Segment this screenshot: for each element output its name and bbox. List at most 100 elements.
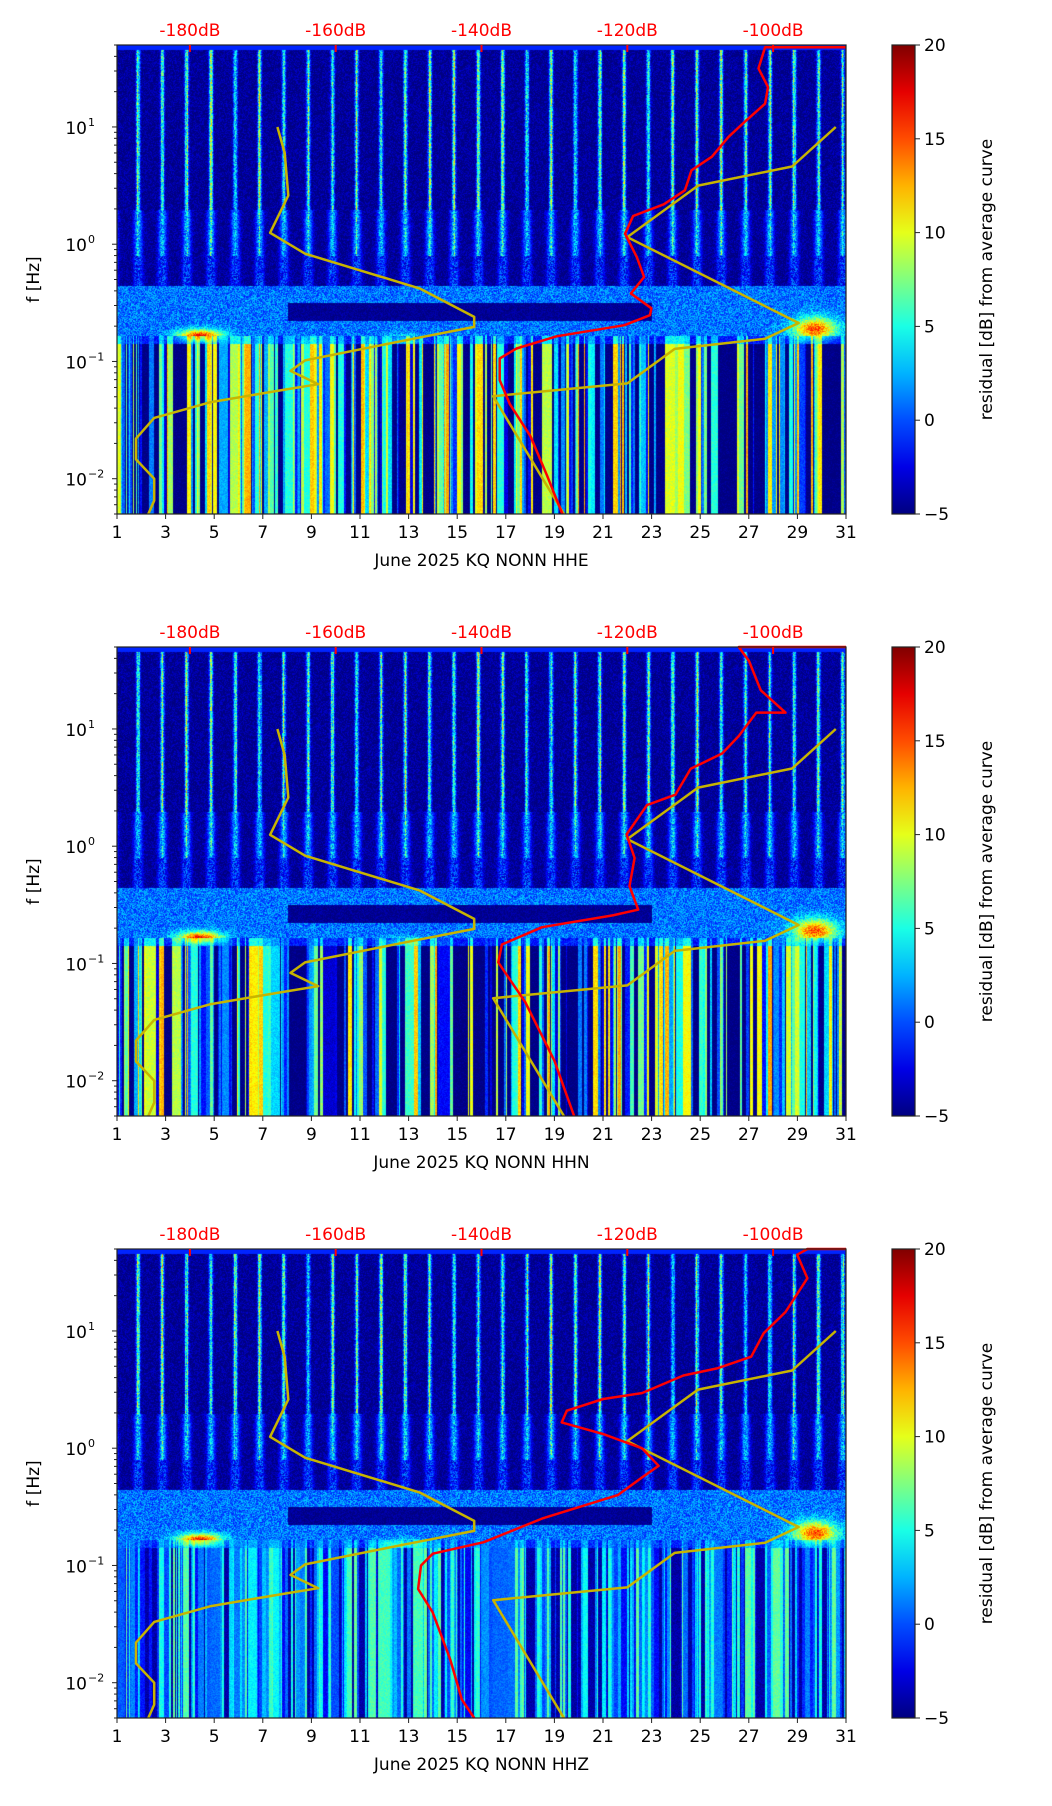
colorbar-tick-label: 0: [924, 1615, 935, 1635]
colorbar-tick-label: 10: [924, 1428, 946, 1448]
y-tick-exponent: 1: [88, 116, 95, 129]
x-tick-label: 3: [160, 1727, 171, 1747]
x-tick-label: 15: [446, 1125, 468, 1145]
x-axis-label: June 2025 KQ NONN HHE: [373, 551, 588, 571]
colorbar-label: residual [dB] from average curve: [977, 139, 997, 420]
x-tick-label: 31: [835, 1125, 857, 1145]
station-psd-line: [498, 45, 846, 515]
x-tick-label: 11: [349, 1125, 371, 1145]
y-axis-label: f [Hz]: [24, 858, 44, 904]
spectrogram-1: [117, 45, 846, 514]
x-tick-label: 3: [160, 523, 171, 543]
x-tick-label: 17: [495, 523, 517, 543]
x-tick-label: 29: [787, 1727, 809, 1747]
x-axis-label: June 2025 KQ NONN HHN: [372, 1153, 589, 1173]
y-tick-base: 10: [65, 1675, 87, 1695]
colorbar-label: residual [dB] from average curve: [977, 741, 997, 1022]
y-tick-exponent: 0: [88, 1437, 95, 1450]
y-tick-base: 10: [65, 1073, 87, 1093]
y-tick-label: 10: [65, 1073, 87, 1093]
noise-model-line: [134, 1330, 476, 1719]
x-tick-label: 25: [689, 1125, 711, 1145]
top-db-tick-label: -180dB: [159, 1225, 220, 1245]
y-axis-label: f [Hz]: [24, 256, 44, 302]
x-tick-label: 19: [544, 1125, 566, 1145]
y-tick-label: 10: [65, 1675, 87, 1695]
x-tick-label: 1: [112, 1125, 123, 1145]
y-tick-exponent: 1: [88, 718, 95, 731]
x-tick-label: 13: [398, 1125, 420, 1145]
colorbar-tick-label: 10: [924, 224, 946, 244]
colorbar-tick-label: 20: [924, 638, 946, 658]
x-tick-label: 29: [787, 523, 809, 543]
colorbar: [891, 1248, 916, 1719]
top-db-tick-label: -120dB: [597, 21, 658, 41]
x-tick-label: 29: [787, 1125, 809, 1145]
x-tick-label: 9: [306, 523, 317, 543]
y-tick-exponent: −1: [88, 952, 104, 965]
x-tick-label: 7: [257, 1727, 268, 1747]
y-tick-exponent: −2: [88, 1672, 104, 1685]
x-tick-label: 5: [209, 523, 220, 543]
x-tick-label: 5: [209, 1727, 220, 1747]
colorbar-tick-label: −5: [924, 1107, 949, 1127]
y-tick-exponent: −2: [88, 1070, 104, 1083]
colorbar: [891, 646, 916, 1117]
x-tick-label: 23: [641, 1727, 663, 1747]
x-tick-label: 21: [592, 1727, 614, 1747]
top-db-tick-label: -100dB: [743, 21, 804, 41]
x-tick-label: 27: [738, 523, 760, 543]
x-tick-label: 27: [738, 1727, 760, 1747]
x-tick-label: 17: [495, 1727, 517, 1747]
noise-model-line: [134, 126, 476, 515]
top-db-tick-label: -180dB: [159, 21, 220, 41]
y-tick-label: 10: [65, 838, 87, 858]
y-tick-label: 10: [65, 236, 87, 256]
x-tick-label: 31: [835, 1727, 857, 1747]
colorbar-tick-label: 10: [924, 826, 946, 846]
y-tick-exponent: 1: [88, 1320, 95, 1333]
high-noise-model-line: [491, 126, 837, 515]
colorbar-tick-label: 0: [924, 1013, 935, 1033]
x-tick-label: 23: [641, 523, 663, 543]
y-tick-exponent: −1: [88, 350, 104, 363]
x-tick-label: 9: [306, 1727, 317, 1747]
y-tick-base: 10: [65, 471, 87, 491]
high-noise-model-line: [491, 728, 837, 1117]
colorbar-tick-label: 0: [924, 411, 935, 431]
x-tick-label: 19: [544, 523, 566, 543]
colorbar-tick-label: 15: [924, 130, 946, 150]
x-tick-label: 1: [112, 1727, 123, 1747]
x-tick-label: 23: [641, 1125, 663, 1145]
axes-frame: [116, 646, 847, 1117]
x-tick-label: 25: [689, 523, 711, 543]
y-tick-label: 10: [65, 353, 87, 373]
x-tick-label: 11: [349, 523, 371, 543]
colorbar-tick-label: −5: [924, 1709, 949, 1729]
colorbar-tick-label: 20: [924, 1240, 946, 1260]
top-db-tick-label: -100dB: [743, 1225, 804, 1245]
top-db-tick-label: -120dB: [597, 623, 658, 643]
top-db-tick-label: -140dB: [451, 1225, 512, 1245]
colorbar-tick-label: 5: [924, 1521, 935, 1541]
y-tick-label: 10: [65, 955, 87, 975]
top-db-tick-label: -120dB: [597, 1225, 658, 1245]
spectrogram-3: [117, 1249, 846, 1718]
colorbar-tick-label: 20: [924, 36, 946, 56]
top-db-tick-label: -160dB: [305, 623, 366, 643]
spectrogram-2: [117, 647, 846, 1116]
x-tick-label: 3: [160, 1125, 171, 1145]
x-tick-label: 21: [592, 1125, 614, 1145]
x-tick-label: 13: [398, 1727, 420, 1747]
y-tick-label: 10: [65, 1440, 87, 1460]
station-psd-line: [497, 645, 846, 1117]
y-tick-exponent: 0: [88, 233, 95, 246]
top-db-tick-label: -140dB: [451, 623, 512, 643]
x-tick-label: 1: [112, 523, 123, 543]
axes-frame: [116, 44, 847, 515]
y-tick-exponent: −1: [88, 1554, 104, 1567]
